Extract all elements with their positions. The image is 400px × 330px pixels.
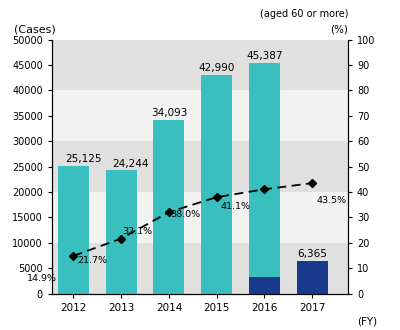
Bar [52, 141, 348, 192]
Text: (Cases): (Cases) [14, 24, 55, 35]
Text: 21.7%: 21.7% [77, 256, 107, 265]
Bar [154, 120, 184, 294]
Text: 38.0%: 38.0% [170, 210, 200, 219]
Text: 45,387: 45,387 [246, 51, 283, 61]
Bar [201, 75, 232, 294]
Text: 43.5%: 43.5% [316, 196, 346, 205]
Bar [249, 63, 280, 294]
Bar [106, 171, 137, 294]
Text: (3,336): (3,336) [248, 278, 281, 287]
Bar [249, 277, 280, 294]
Text: 32.1%: 32.1% [122, 227, 152, 236]
Text: (aged 60 or more): (aged 60 or more) [260, 9, 348, 19]
Bar [58, 166, 89, 294]
Bar [52, 192, 348, 243]
Bar [52, 90, 348, 141]
Bar [52, 243, 348, 294]
Text: 34,093: 34,093 [151, 109, 187, 118]
Text: 42,990: 42,990 [198, 63, 235, 73]
Text: 25,125: 25,125 [65, 154, 101, 164]
Text: 41.1%: 41.1% [220, 202, 250, 211]
Bar [52, 40, 348, 90]
Text: 6,365: 6,365 [297, 249, 327, 259]
Text: (%): (%) [330, 24, 348, 35]
Text: 14.9%: 14.9% [27, 274, 57, 282]
Bar [297, 261, 328, 294]
Text: 24,244: 24,244 [113, 159, 149, 169]
Text: (FY): (FY) [357, 316, 377, 327]
